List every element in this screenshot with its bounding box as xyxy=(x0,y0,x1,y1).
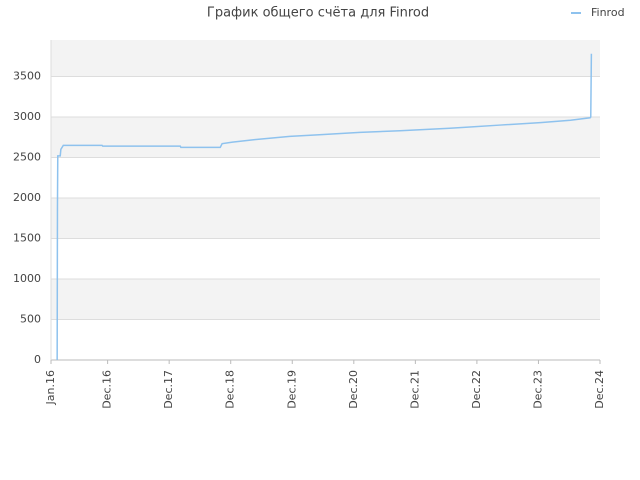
grid-band xyxy=(51,319,600,360)
y-tick-label: 500 xyxy=(20,312,41,325)
y-tick-label: 3000 xyxy=(13,110,41,123)
x-tick-label: Dec.24 xyxy=(593,370,606,409)
grid-band xyxy=(51,197,600,239)
y-tick-label: 3500 xyxy=(13,69,41,82)
y-tick-label: 2000 xyxy=(13,191,41,204)
x-tick-label: Dec.23 xyxy=(531,370,544,409)
x-tick-label: Dec.19 xyxy=(285,370,298,409)
chart-title: График общего счёта для Finrod xyxy=(207,6,429,21)
y-tick-label: 0 xyxy=(34,353,41,366)
y-tick-label: 1500 xyxy=(13,231,41,244)
x-tick-label: Dec.17 xyxy=(162,370,175,409)
y-tick-label: 1000 xyxy=(13,272,41,285)
grid-band xyxy=(51,116,600,158)
grid-band xyxy=(51,238,600,279)
x-tick-label: Dec.21 xyxy=(408,370,421,409)
grid-band xyxy=(51,157,600,198)
x-tick-label: Jan.16 xyxy=(44,370,57,405)
y-tick-label: 2500 xyxy=(13,150,41,163)
grid-band xyxy=(51,76,600,117)
grid-band xyxy=(51,40,600,77)
x-tick-label: Dec.18 xyxy=(224,370,237,409)
line-series xyxy=(56,53,593,361)
x-tick-label: Dec.20 xyxy=(347,370,360,409)
grid-band xyxy=(51,278,600,320)
x-tick-label: Dec.16 xyxy=(101,370,114,409)
legend-label: Finrod xyxy=(591,6,625,19)
x-tick-label: Dec.22 xyxy=(470,370,483,409)
